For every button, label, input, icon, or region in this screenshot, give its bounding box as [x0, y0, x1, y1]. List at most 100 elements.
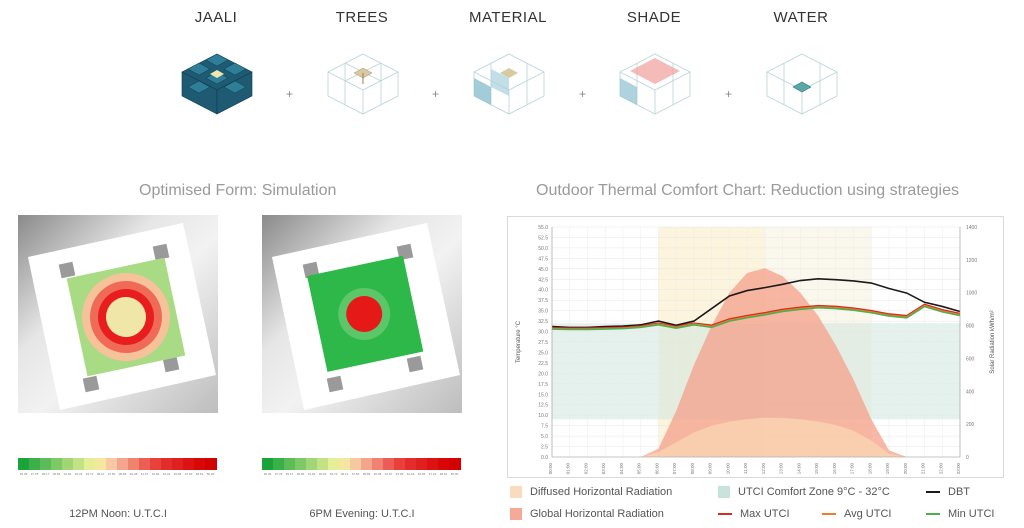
y-axis-right-label: Solar Radiation kWh/m² — [990, 310, 996, 373]
strategy-label: JAALI — [194, 9, 238, 26]
legend-swatch — [262, 458, 274, 470]
legend-swatch — [139, 458, 151, 470]
legend-swatch — [822, 513, 836, 516]
legend-swatch — [51, 458, 63, 470]
legend-swatch — [84, 458, 96, 470]
y-tick-label: 0.0 — [541, 455, 548, 461]
legend-swatch — [926, 513, 940, 516]
legend-tick-label: 44.44 — [406, 472, 415, 476]
legend-tick-label: 47.22 — [428, 472, 437, 476]
y-right-tick-label: 1200 — [966, 258, 977, 264]
legend-swatch — [383, 458, 395, 470]
legend-tick-label: 48.61 — [439, 472, 448, 476]
y-tick-label: 27.5 — [538, 340, 548, 346]
series-min-utci — [551, 305, 961, 331]
legend-tick-label: 41.67 — [384, 472, 393, 476]
x-tick-label: 14:00 — [796, 463, 801, 475]
plus-sign: + — [725, 87, 733, 101]
legend-swatch — [438, 458, 450, 470]
strategy-material: MATERIAL — [448, 0, 568, 115]
y-tick-label: 52.5 — [538, 235, 548, 241]
legend-swatch — [372, 458, 384, 470]
legend-tick-label: 37.50 — [107, 472, 116, 476]
utci-noon-map — [28, 223, 216, 410]
y-right-tick-label: 1400 — [966, 225, 977, 231]
legend-tick-label: 26.39 — [19, 472, 28, 476]
legend-label: Diffused Horizontal Radiation — [530, 486, 673, 498]
utci-evening-map — [272, 223, 460, 410]
simulation-noon-panel — [18, 215, 218, 413]
legend-tick-label: 38.89 — [118, 472, 127, 476]
y-tick-label: 22.5 — [538, 361, 548, 367]
legend-swatch — [150, 458, 162, 470]
legend-tick-label: 40.28 — [373, 472, 382, 476]
legend-swatch — [361, 458, 373, 470]
strategy-label: TREES — [335, 9, 389, 26]
legend-swatch — [926, 491, 940, 494]
strategy-label: SHADE — [626, 9, 682, 26]
plus-sign: + — [579, 87, 587, 101]
y-tick-label: 47.5 — [538, 256, 548, 262]
x-tick-label: 06:00 — [654, 463, 659, 475]
legend-tick-label: 50.00 — [450, 472, 459, 476]
legend-tick-label: 36.11 — [340, 472, 349, 476]
legend-swatch — [317, 458, 329, 470]
x-tick-label: 16:00 — [832, 463, 837, 475]
legend-tick-label: 31.94 — [63, 472, 72, 476]
x-tick-label: 05:00 — [637, 463, 642, 475]
legend-swatch — [510, 508, 522, 521]
legend-label: Min UTCI — [948, 508, 995, 520]
legend-swatch — [172, 458, 184, 470]
legend-tick-label: 50.00 — [206, 472, 215, 476]
legend-tick-label: 26.39 — [263, 472, 272, 476]
x-tick-label: 21:00 — [921, 463, 926, 475]
trees-icon — [327, 53, 399, 115]
legend-item: Global Horizontal Radiation — [510, 508, 664, 521]
legend-swatch — [416, 458, 428, 470]
y-right-tick-label: 800 — [966, 324, 975, 330]
x-tick-label: 01:00 — [566, 463, 571, 475]
legend-swatch — [128, 458, 140, 470]
legend-swatch — [161, 458, 173, 470]
legend-tick-label: 36.11 — [96, 472, 105, 476]
legend-tick-label: 40.28 — [129, 472, 138, 476]
strategy-trees: TREES — [302, 0, 422, 115]
y-axis-label: Temperature °C — [516, 320, 522, 363]
series-dbt — [551, 278, 961, 329]
legend-tick-label: 27.78 — [30, 472, 39, 476]
legend-swatch — [73, 458, 85, 470]
y-tick-label: 5.0 — [541, 434, 548, 440]
thermal-comfort-chart: 0.0 2.5 5.0 7.5 10.0 12.5 15.0 17.5 20.0 22.5 25.0… — [507, 216, 1004, 478]
x-tick-label: 07:00 — [672, 463, 677, 475]
legend-swatch — [194, 458, 206, 470]
chart-legend: Diffused Horizontal Radiation UTCI Comfor… — [510, 482, 1010, 526]
legend-tick-label: 33.33 — [74, 472, 83, 476]
y-right-tick-label: 600 — [966, 356, 975, 362]
y-tick-label: 40.0 — [538, 288, 548, 294]
x-tick-label: 10:00 — [725, 463, 730, 475]
x-tick-label: 11:00 — [743, 463, 748, 474]
legend-tick-label: 45.83 — [417, 472, 426, 476]
y-tick-label: 32.5 — [538, 319, 548, 325]
legend-item: UTCI Comfort Zone 9°C - 32°C — [718, 486, 890, 499]
legend-swatch — [405, 458, 417, 470]
x-tick-label: 15:00 — [814, 463, 819, 475]
y-right-tick-label: 400 — [966, 389, 975, 395]
x-tick-label: 19:00 — [885, 463, 890, 475]
legend-label: Global Horizontal Radiation — [530, 508, 664, 520]
x-tick-label: 00:00 — [548, 463, 553, 475]
legend-swatch — [40, 458, 52, 470]
legend-swatch — [427, 458, 439, 470]
legend-swatch — [95, 458, 107, 470]
strategy-jaali: JAALI — [156, 0, 276, 115]
y-right-tick-label: 1000 — [966, 291, 977, 297]
legend-swatch — [62, 458, 74, 470]
legend-item: Avg UTCI — [822, 508, 891, 520]
legend-swatch — [106, 458, 118, 470]
strategy-shade: SHADE — [594, 0, 714, 115]
legend-swatch — [273, 458, 285, 470]
legend-swatch — [718, 513, 732, 516]
y-tick-label: 30.0 — [538, 330, 548, 336]
evening-caption: 6PM Evening: U.T.C.I — [309, 508, 415, 520]
x-tick-label: 12:00 — [761, 463, 766, 475]
